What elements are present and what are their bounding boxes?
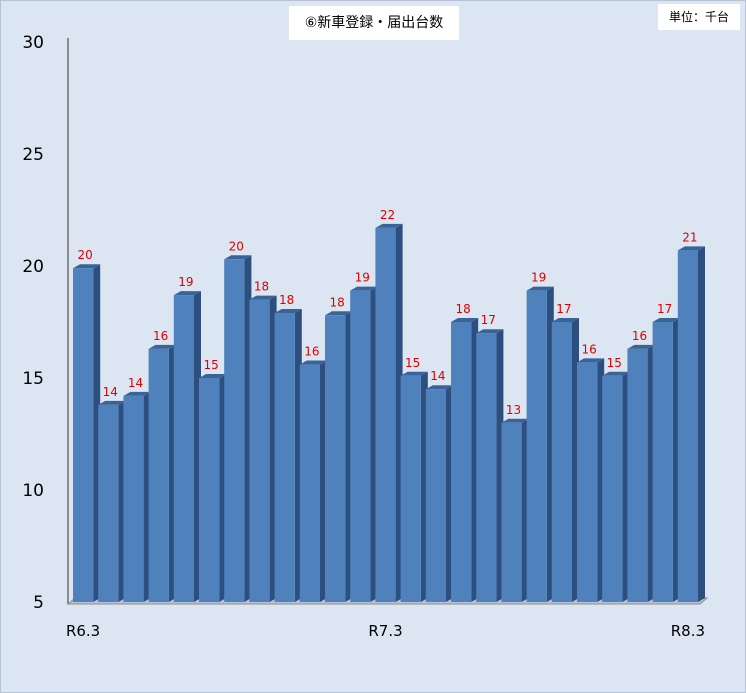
bar: [350, 290, 371, 602]
bar-top: [199, 374, 227, 378]
bar: [148, 348, 169, 602]
bar-data-label: 18: [254, 280, 269, 294]
y-tick-label: 30: [22, 33, 44, 53]
bar-data-label: 15: [203, 358, 218, 372]
bar-top: [526, 286, 554, 291]
bar-data-label: 15: [607, 356, 622, 370]
bar: [652, 322, 673, 602]
y-tick-label: 25: [22, 145, 44, 165]
bar-top: [627, 344, 655, 349]
bar-data-label: 20: [77, 248, 92, 262]
y-axis-ticks: 5 10 15 20 25 30: [22, 33, 44, 613]
bar-data-label: 14: [103, 385, 118, 399]
bar: [501, 422, 522, 602]
bar-data-label: 16: [632, 329, 647, 343]
x-axis-ticks: R6.3 R7.3 R8.3: [66, 622, 705, 640]
bar: [425, 389, 446, 602]
bar-data-label: 16: [304, 345, 319, 359]
bar-top: [274, 309, 302, 314]
bar: [451, 322, 472, 602]
bar-data-label: 14: [430, 369, 445, 383]
bar: [199, 378, 220, 602]
bar-top: [425, 385, 453, 390]
bar-top: [173, 291, 201, 296]
bar: [476, 333, 497, 602]
bar-top: [476, 329, 504, 334]
bar: [123, 395, 144, 602]
bar-data-label: 17: [657, 302, 672, 316]
bar-top: [375, 223, 403, 228]
bar-top: [73, 264, 101, 269]
bar: [627, 348, 648, 602]
bar: [224, 259, 245, 602]
x-tick-label: R8.3: [671, 622, 705, 640]
bar-top: [123, 391, 151, 396]
bar-data-label: 18: [279, 293, 294, 307]
bar: [577, 362, 598, 602]
bar-top: [551, 318, 579, 322]
bar-top: [350, 286, 378, 291]
unit-label: 単位：千台: [658, 4, 740, 30]
chart-data-labels: 20 14 14 16 19 15 20 18 18 16 18 19 22 15 14 18 17 13 19 17…: [77, 208, 697, 417]
bar-data-label: 20: [229, 239, 244, 253]
bar: [98, 404, 119, 602]
bar: [325, 315, 346, 602]
bar-top: [501, 418, 529, 423]
bar-top: [652, 318, 680, 322]
bar-top: [400, 371, 428, 376]
bar-data-label: 13: [506, 403, 521, 417]
bar-side: [698, 246, 705, 602]
x-tick-label: R7.3: [368, 622, 402, 640]
bar: [299, 364, 320, 602]
bar-data-label: 15: [405, 356, 420, 370]
y-tick-label: 10: [22, 481, 44, 501]
bar-data-label: 19: [355, 271, 370, 285]
bar: [526, 290, 547, 602]
bar-top: [577, 358, 605, 363]
bar: [249, 299, 270, 602]
bar: [375, 227, 396, 603]
bar-top: [249, 295, 277, 300]
bar: [274, 313, 295, 602]
bar: [400, 375, 421, 602]
bar-top: [148, 344, 176, 349]
bar: [73, 268, 94, 602]
bar-data-label: 14: [128, 376, 143, 390]
y-tick-label: 15: [22, 369, 44, 389]
bar-top: [677, 246, 705, 251]
bar-data-label: 16: [153, 329, 168, 343]
chart-bars: [73, 223, 705, 603]
bar-top: [602, 371, 630, 376]
bar-top: [451, 318, 479, 322]
bar-top: [299, 360, 327, 365]
bar-top: [224, 255, 252, 260]
bar-data-label: 16: [581, 342, 596, 356]
bar-data-label: 21: [682, 230, 697, 244]
bar-data-label: 17: [556, 302, 571, 316]
bar-data-label: 17: [481, 313, 496, 327]
bar: [677, 250, 698, 602]
bar-data-label: 19: [531, 271, 546, 285]
bar-data-label: 18: [455, 302, 470, 316]
bar-data-label: 22: [380, 208, 395, 222]
y-tick-label: 20: [22, 257, 44, 277]
bar-top: [98, 400, 126, 405]
bar-top: [325, 311, 353, 316]
bar: [602, 375, 623, 602]
y-tick-label: 5: [33, 593, 44, 613]
chart-title: ⑥新車登録・届出台数: [289, 6, 459, 40]
bar-data-label: 18: [329, 295, 344, 309]
bar: [173, 295, 194, 602]
x-tick-label: R6.3: [66, 622, 100, 640]
bar: [551, 322, 572, 602]
bar-data-label: 19: [178, 275, 193, 289]
